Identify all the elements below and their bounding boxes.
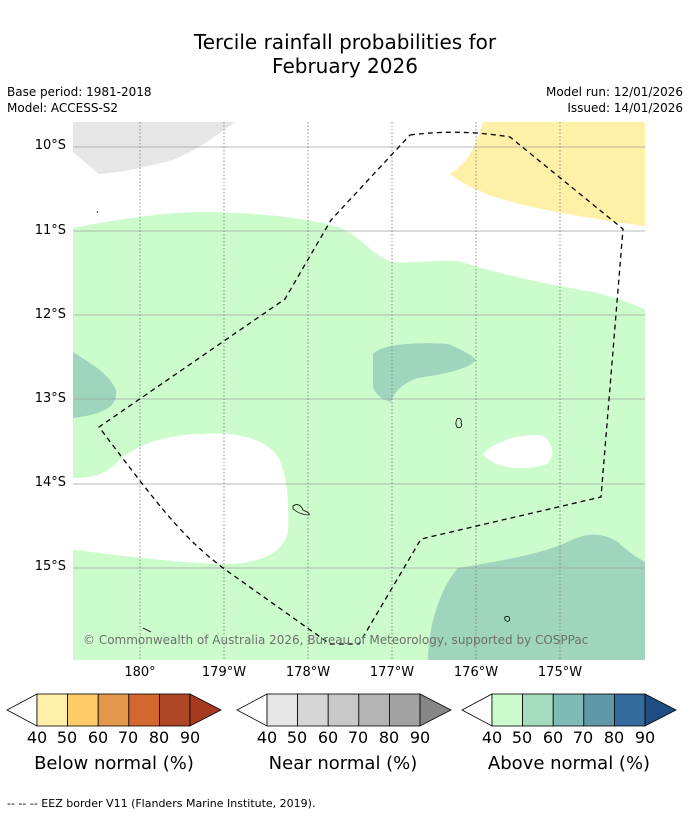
above-normal-50-patch-southeast [428,534,645,660]
lat-label-13s: 13°S [34,391,66,406]
tick-label: 50 [56,728,78,747]
colorbar-swatch [583,693,615,727]
lat-label-15s: 15°S [34,559,66,574]
tick-label: 90 [409,728,431,747]
lon-label-180: 180° [124,665,156,680]
colorbar-swatch [67,693,99,727]
footer-eez-note: -- -- -- EEZ border V11 (Flanders Marine… [7,797,316,810]
tick-label: 80 [148,728,170,747]
map-title: Tercile rainfall probabilities for Febru… [0,30,690,78]
colorbar-label-near: Near normal (%) [268,753,418,774]
colorbar-swatch [297,693,329,727]
colorbar-swatch [36,693,69,727]
colorbar-swatch [522,693,554,727]
lon-label-178w: 178°W [285,665,331,680]
tick-label: 40 [256,728,278,747]
colorbar-max-extend [419,693,452,727]
colorbar-swatch [97,693,130,727]
tick-label: 50 [511,728,533,747]
meta-right: Model run: 12/01/2026 Issued: 14/01/2026 [546,84,683,116]
lat-label-10s: 10°S [34,138,66,153]
colorbar-swatch [552,693,585,727]
eez-border [98,131,624,645]
above-normal-40-region [73,212,645,660]
tick-label: 60 [87,728,109,747]
issued-date: Issued: 14/01/2026 [567,101,683,115]
tick-label: 70 [572,728,594,747]
no-signal-patch-east [483,435,552,469]
longitude-gridlines [139,122,561,660]
lon-label-177w: 177°W [369,665,415,680]
colorbar-swatch [128,693,160,727]
tick-label: 60 [317,728,339,747]
lat-label-11s: 11°S [34,223,66,238]
colorbar-max-extend [189,693,222,727]
island-east [455,417,463,429]
tick-label: 90 [179,728,201,747]
tick-label: 70 [347,728,369,747]
island-southwest [142,627,152,633]
colorbar-swatch [158,693,191,727]
colorbar-max-extend [644,693,677,727]
colorbar-above-normal [461,693,677,727]
copyright-notice: © Commonwealth of Australia 2026, Bureau… [83,633,589,647]
tick-label: 60 [542,728,564,747]
model-name: Model: ACCESS-S2 [7,101,119,115]
above-normal-50-patch-center [373,343,476,402]
tick-label: 80 [603,728,625,747]
colorbar-swatch [491,693,524,727]
colorbar-swatch [388,693,421,727]
lat-label-12s: 12°S [34,307,66,322]
near-normal-40-patch [73,122,235,174]
above-normal-50-patch-west [73,352,117,418]
title-line-2: February 2026 [272,54,418,78]
colorbar-swatch [266,693,299,727]
colorbar-min-extend [461,693,493,727]
lon-label-175w: 175°W [537,665,583,680]
tick-label: 40 [26,728,48,747]
lon-label-176w: 176°W [453,665,499,680]
colorbar-swatch [327,693,360,727]
lon-label-179w: 179°W [201,665,247,680]
colorbar-label-above: Above normal (%) [487,753,651,774]
island-central [292,504,310,516]
tick-label: 40 [481,728,503,747]
forecast-map [73,122,645,660]
below-normal-40-patch [450,122,645,226]
latitude-gridlines [73,146,645,569]
island-northwest [96,210,99,214]
base-period: Base period: 1981-2018 [7,85,152,99]
model-run: Model run: 12/01/2026 [545,85,683,99]
colorbar-below-normal [6,693,222,727]
colorbar-min-extend [6,693,38,727]
tick-label: 90 [634,728,656,747]
island-southeast [504,615,511,622]
colorbar-swatch [613,693,646,727]
colorbar-label-below: Below normal (%) [34,753,194,774]
lat-label-14s: 14°S [34,475,66,490]
tick-label: 80 [378,728,400,747]
colorbar-near-normal [236,693,452,727]
colorbar-min-extend [236,693,268,727]
tick-label: 50 [286,728,308,747]
tick-label: 70 [117,728,139,747]
title-line-1: Tercile rainfall probabilities for [193,30,497,54]
colorbar-swatch [358,693,390,727]
meta-left: Base period: 1981-2018 Model: ACCESS-S2 [7,84,152,116]
